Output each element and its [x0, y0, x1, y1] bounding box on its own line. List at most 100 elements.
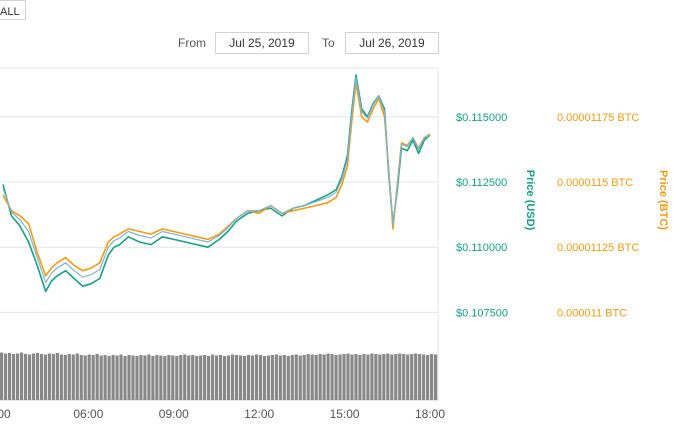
- volume-bar: [274, 354, 278, 400]
- volume-bar: [139, 355, 143, 400]
- volume-bar: [230, 354, 235, 400]
- volume-bar: [398, 353, 402, 400]
- volume-bar: [147, 354, 151, 400]
- volume-bar: [71, 354, 75, 400]
- volume-bar: [286, 356, 290, 400]
- volume-bar: [187, 355, 191, 400]
- volume-bar: [195, 356, 199, 400]
- volume-bar: [39, 354, 43, 400]
- volume-bar: [67, 354, 71, 400]
- volume-bar: [99, 355, 103, 400]
- volume-bar: [123, 356, 127, 400]
- volume-bar: [175, 356, 179, 400]
- volume-bar: [266, 355, 270, 400]
- volume-bar: [418, 354, 422, 400]
- volume-bar: [310, 354, 314, 400]
- volume-bar: [330, 354, 334, 400]
- volume-bar: [302, 355, 306, 400]
- to-date-input[interactable]: [345, 32, 439, 54]
- volume-bar: [298, 355, 302, 400]
- volume-bar: [79, 355, 83, 400]
- volume-bar: [258, 355, 262, 400]
- btc-tick-label: 0.00001125 BTC: [557, 242, 639, 254]
- volume-bar: [402, 354, 406, 400]
- volume-bar: [127, 355, 131, 400]
- volume-bar: [35, 353, 40, 400]
- volume-bar: [226, 355, 231, 400]
- volume-bar: [203, 355, 207, 400]
- time-axis-ticks: 00 06:00 09:00 12:00 15:00 18:00: [0, 407, 445, 421]
- volume-bar: [207, 356, 211, 400]
- volume-bar: [115, 355, 119, 400]
- time-tick-label: 06:00: [73, 407, 103, 421]
- volume-bar: [278, 355, 282, 400]
- volume-bar: [215, 355, 219, 400]
- volume-bar: [155, 355, 159, 400]
- volume-bar: [374, 354, 378, 400]
- volume-bar: [270, 355, 274, 400]
- volume-bar: [43, 354, 47, 400]
- volume-bar: [111, 355, 115, 400]
- volume-bar: [183, 354, 187, 400]
- volume-bar: [159, 355, 163, 400]
- volume-bar: [354, 354, 358, 400]
- volume-bar: [382, 354, 386, 400]
- volume-bar: [83, 355, 87, 400]
- volume-bar: [23, 354, 28, 400]
- volume-bar: [430, 354, 434, 400]
- volume-bar: [0, 352, 4, 400]
- volume-bar: [119, 354, 123, 400]
- time-tick-label: 15:00: [330, 407, 360, 421]
- volume-bar: [171, 355, 175, 400]
- volume-bar: [11, 354, 16, 400]
- volume-bar: [346, 353, 350, 400]
- btc-axis-ticks: 0.00001175 BTC 0.0000115 BTC 0.00001125 BT…: [557, 112, 639, 320]
- volume-bar: [306, 354, 310, 400]
- volume-bar: [318, 354, 322, 400]
- volume-bar: [19, 352, 24, 400]
- volume-bar: [3, 353, 8, 400]
- usd-tick-label: $0.115000: [456, 112, 507, 124]
- from-date-input[interactable]: [215, 32, 309, 54]
- volume-bar: [222, 356, 227, 400]
- volume-bar: [406, 354, 410, 400]
- time-tick-label: 12:00: [244, 407, 274, 421]
- time-tick-label: 18:00: [415, 407, 445, 421]
- volume-bar: [179, 355, 183, 400]
- volume-bar: [290, 355, 294, 400]
- btc-tick-label: 0.000011 BTC: [557, 307, 627, 319]
- volume-bar: [246, 355, 251, 400]
- volume-bar: [410, 354, 414, 400]
- volume-bar: [378, 354, 382, 400]
- from-label: From: [178, 36, 206, 50]
- volume-bar: [358, 355, 362, 400]
- usd-tick-label: $0.112500: [456, 177, 507, 189]
- volume-bar: [370, 353, 374, 400]
- volume-bar: [167, 355, 171, 400]
- volume-bar: [107, 356, 111, 400]
- volume-bar: [254, 354, 259, 400]
- volume-bar: [163, 356, 167, 400]
- volume-bar: [238, 355, 243, 400]
- volume-bar: [51, 354, 55, 400]
- volume-bar: [234, 355, 239, 400]
- volume-bar: [59, 354, 63, 400]
- volume-bar: [191, 355, 195, 400]
- volume-bar: [199, 355, 203, 400]
- volume-bar: [426, 355, 430, 400]
- volume-bar: [342, 354, 346, 400]
- volume-bar: [314, 355, 318, 400]
- range-all-button[interactable]: ALL: [0, 0, 26, 20]
- volume-bar: [63, 355, 67, 400]
- volume-bar: [362, 354, 366, 400]
- market-cap-line: [2, 76, 431, 283]
- volume-bar: [131, 355, 135, 400]
- volume-bar: [87, 354, 91, 400]
- volume-bar: [47, 353, 51, 400]
- volume-bar: [422, 354, 426, 400]
- volume-bar: [322, 354, 326, 400]
- volume-bar: [326, 353, 330, 400]
- volume-bar: [15, 353, 20, 400]
- volume-bar: [91, 355, 95, 400]
